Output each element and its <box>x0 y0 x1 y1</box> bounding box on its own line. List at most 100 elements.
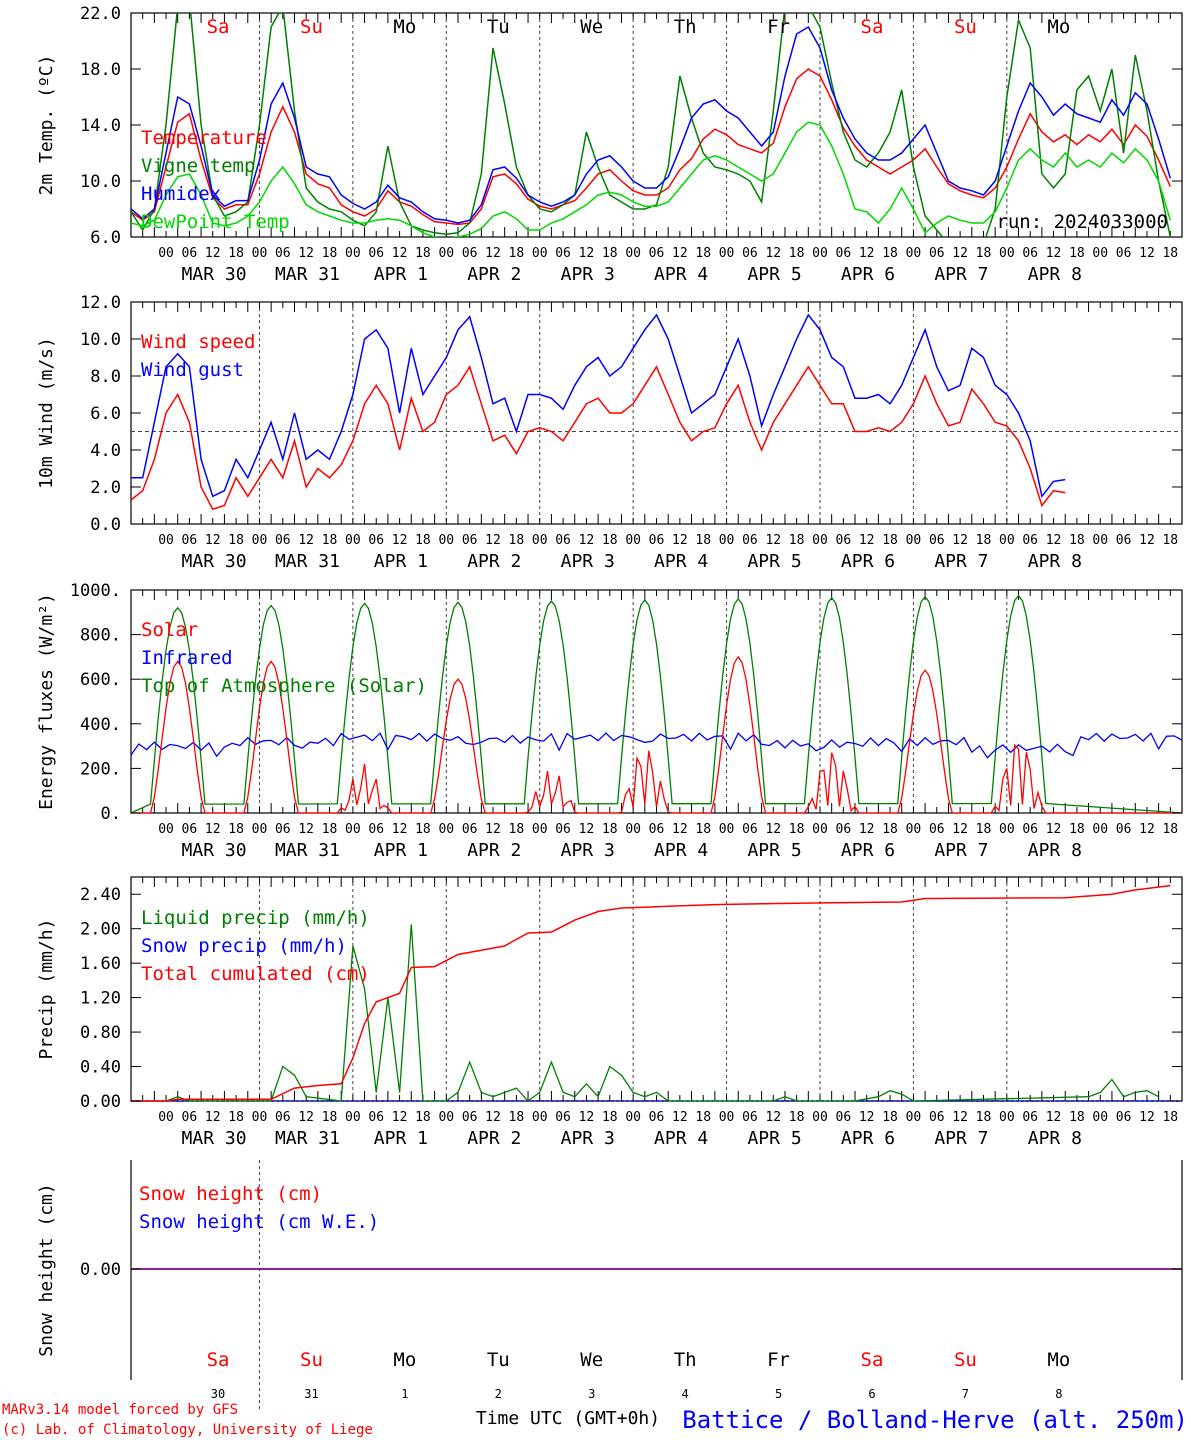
date-label: APR 5 <box>747 264 801 285</box>
hour-tick-label: 12 <box>1139 1110 1155 1125</box>
day-number-label: 2 <box>495 1387 502 1401</box>
legend-entry: Wind speed <box>141 331 255 353</box>
date-label: MAR 31 <box>275 1128 340 1149</box>
hour-tick-label: 12 <box>298 246 314 261</box>
hour-tick-label: 00 <box>812 1110 828 1125</box>
hour-tick-label: 12 <box>1139 822 1155 837</box>
date-label: APR 3 <box>561 1128 615 1149</box>
day-number-label: 3 <box>588 1387 595 1401</box>
y-tick-label: 0.0 <box>90 515 121 535</box>
y-tick-label: 1.60 <box>80 954 121 974</box>
weekday-label: Su <box>300 1349 323 1371</box>
weekday-label: Sa <box>861 1349 884 1371</box>
hour-tick-label: 06 <box>368 246 384 261</box>
legend-entry: DewPoint Temp <box>141 211 290 233</box>
hour-tick-label: 06 <box>1022 246 1038 261</box>
hour-tick-label: 12 <box>672 533 688 548</box>
hour-tick-label: 06 <box>182 1110 198 1125</box>
legend-entry: Total cumulated (cm) <box>141 963 370 985</box>
date-label: APR 7 <box>934 840 988 861</box>
hour-tick-label: 00 <box>906 533 922 548</box>
y-axis-label: Precip (mm/h) <box>36 919 57 1060</box>
plot-frame <box>130 301 1183 525</box>
hour-tick-label: 06 <box>929 822 945 837</box>
date-label: APR 2 <box>467 264 521 285</box>
hour-tick-label: 12 <box>952 246 968 261</box>
hour-tick-label: 18 <box>228 822 244 837</box>
weekday-label: Su <box>300 16 323 38</box>
hour-tick-label: 18 <box>1069 822 1085 837</box>
hour-tick-label: 06 <box>1022 822 1038 837</box>
y-tick-label: 600. <box>80 670 121 690</box>
weekday-label: Su <box>954 1349 977 1371</box>
hour-tick-label: 18 <box>322 1110 338 1125</box>
date-label: APR 4 <box>654 551 708 572</box>
series-line-infrared <box>130 732 1183 759</box>
y-tick-label: 14.0 <box>80 116 121 136</box>
hour-tick-label: 18 <box>509 246 525 261</box>
hour-tick-label: 06 <box>1116 822 1132 837</box>
hour-tick-label: 06 <box>649 246 665 261</box>
hour-tick-label: 12 <box>859 533 875 548</box>
hour-tick-label: 00 <box>812 822 828 837</box>
date-label: MAR 30 <box>182 551 247 572</box>
hour-tick-label: 18 <box>602 246 618 261</box>
hour-tick-label: 00 <box>532 533 548 548</box>
date-label: APR 7 <box>934 551 988 572</box>
hour-tick-label: 12 <box>1046 246 1062 261</box>
weekday-label: Tu <box>487 1349 510 1371</box>
hour-tick-label: 00 <box>625 246 641 261</box>
hour-tick-label: 00 <box>252 246 268 261</box>
hour-tick-label: 18 <box>1162 533 1178 548</box>
y-tick-label: 10.0 <box>80 172 121 192</box>
hour-tick-label: 00 <box>625 822 641 837</box>
hour-tick-label: 06 <box>462 533 478 548</box>
legend-entry: Vigne temp <box>141 155 255 177</box>
hour-tick-label: 18 <box>695 1110 711 1125</box>
date-label: APR 3 <box>561 264 615 285</box>
hour-tick-label: 00 <box>999 246 1015 261</box>
y-tick-label: 0.80 <box>80 1023 121 1043</box>
hour-tick-label: 18 <box>1069 533 1085 548</box>
hour-tick-label: 12 <box>765 533 781 548</box>
date-label: APR 8 <box>1028 264 1082 285</box>
weekday-label: Th <box>674 16 697 38</box>
weekday-label: Mo <box>393 1349 416 1371</box>
weekday-label: We <box>580 1349 603 1371</box>
hour-tick-label: 12 <box>859 246 875 261</box>
hour-tick-label: 00 <box>345 1110 361 1125</box>
hour-tick-label: 12 <box>579 1110 595 1125</box>
day-number-label: 8 <box>1055 1387 1062 1401</box>
hour-tick-label: 00 <box>999 822 1015 837</box>
hour-tick-label: 06 <box>742 533 758 548</box>
hour-tick-label: 18 <box>228 1110 244 1125</box>
hour-tick-label: 06 <box>836 533 852 548</box>
hour-tick-label: 12 <box>298 1110 314 1125</box>
hour-tick-label: 06 <box>742 246 758 261</box>
date-label: APR 8 <box>1028 840 1082 861</box>
legend-entry: Humidex <box>141 183 221 205</box>
station-label: Battice / Bolland-Herve (alt. 250m) <box>682 1406 1188 1434</box>
hour-tick-label: 00 <box>532 246 548 261</box>
run-label: run: 2024033000 <box>996 211 1168 233</box>
hour-tick-label: 18 <box>1069 1110 1085 1125</box>
weekday-label: Mo <box>1047 1349 1070 1371</box>
hour-tick-label: 00 <box>252 1110 268 1125</box>
date-label: APR 1 <box>374 840 428 861</box>
y-tick-label: 2.00 <box>80 920 121 940</box>
hour-tick-label: 12 <box>1046 822 1062 837</box>
y-tick-label: 12.0 <box>80 293 121 313</box>
hour-tick-label: 00 <box>625 533 641 548</box>
day-number-label: 30 <box>211 1387 225 1401</box>
date-label: MAR 31 <box>275 551 340 572</box>
panel-4 <box>130 876 1183 1102</box>
hour-tick-label: 00 <box>906 246 922 261</box>
hour-tick-label: 00 <box>345 533 361 548</box>
series-line-total-cumulated <box>131 884 1171 1102</box>
weekday-label: Th <box>674 1349 697 1371</box>
date-label: APR 5 <box>747 551 801 572</box>
hour-tick-label: 06 <box>742 1110 758 1125</box>
hour-tick-label: 06 <box>836 1110 852 1125</box>
hour-tick-label: 06 <box>275 533 291 548</box>
y-tick-label: 800. <box>80 626 121 646</box>
